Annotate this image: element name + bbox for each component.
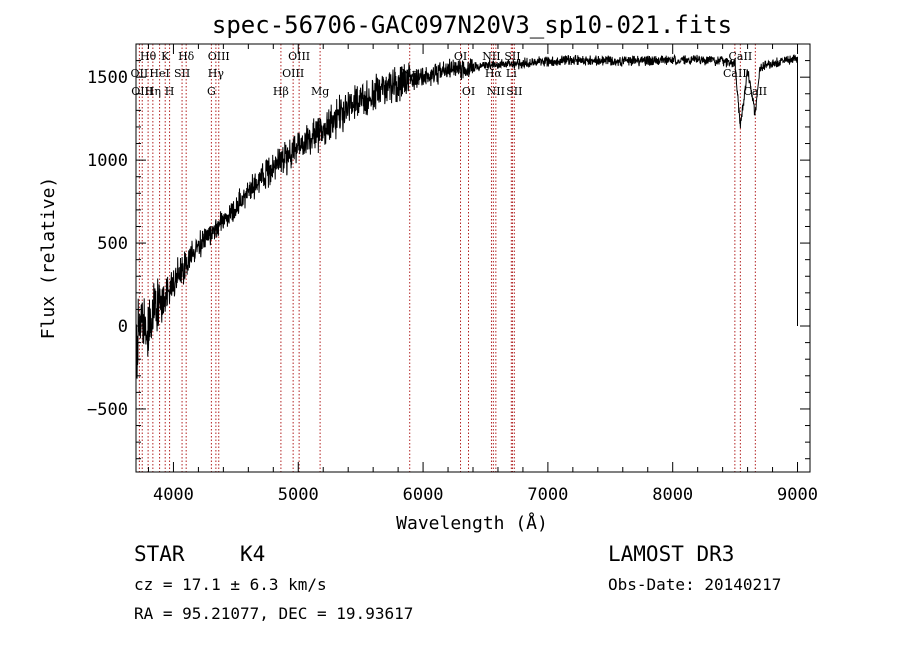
object-class: STAR (134, 542, 185, 566)
x-tick-label: 6000 (403, 485, 444, 505)
y-axis-label: Flux (relative) (38, 177, 59, 340)
y-tick-label: 500 (97, 234, 128, 254)
y-tick-label: 0 (118, 317, 128, 337)
line-labels-layer: OII OIII Hθ Hη HeI K H SII Hδ G Hγ OIII Hβ OIII OIII Mg… (131, 50, 768, 98)
x-axis-label: Wavelength (Å) (396, 512, 548, 534)
spectral-line-label: SII (506, 85, 522, 98)
redshift-velocity: cz = 17.1 ± 6.3 km/s (134, 575, 327, 594)
spectral-line-label: OI (462, 85, 475, 98)
spectral-line-label: OI (454, 50, 467, 63)
spectral-line-label: CaII (743, 85, 767, 98)
spectrum-layer (135, 53, 798, 379)
y-tick-label: 1500 (87, 68, 128, 88)
spectral-line-label: Hβ (273, 85, 289, 98)
spectral-line-label: NII (482, 50, 500, 63)
spectral-line-label: Hδ (178, 50, 195, 63)
survey-name: LAMOST DR3 (608, 542, 734, 566)
spectral-line-label: SII (174, 67, 190, 80)
y-tick-label: −500 (87, 400, 128, 420)
plot-frame (135, 43, 811, 473)
spectral-line-label: OII (131, 67, 149, 80)
spectral-line-label: OIII (282, 67, 304, 80)
chart-title: spec-56706-GAC097N20V3_sp10-021.fits (212, 11, 732, 39)
y-tick-label: 1000 (87, 151, 128, 171)
spectral-line-label: OIII (208, 50, 230, 63)
y-axis-ticks: −500 0 500 1000 1500 (87, 60, 810, 460)
spectrum-trace (135, 53, 798, 379)
x-tick-label: 9000 (777, 485, 818, 505)
spectral-line-label: Hγ (208, 67, 225, 80)
spectral-line-label: K (161, 50, 170, 63)
spectral-line-label: CaII (723, 67, 747, 80)
spectral-line-label: G (207, 85, 216, 98)
x-tick-label: 5000 (278, 485, 319, 505)
spectral-line-label: Mg (311, 85, 329, 98)
spectral-line-label: OIII (131, 85, 153, 98)
spectral-line-label: NII (487, 85, 505, 98)
x-tick-label: 7000 (527, 485, 568, 505)
x-tick-label: 4000 (153, 485, 194, 505)
observation-date: Obs-Date: 20140217 (608, 575, 781, 594)
x-tick-label: 8000 (652, 485, 693, 505)
spectral-line-label: CaII (729, 50, 753, 63)
spectral-line-label: Li (506, 67, 517, 80)
spectral-line-label: Hη (145, 85, 161, 98)
coordinates: RA = 95.21077, DEC = 19.93617 (134, 604, 413, 623)
x-axis-ticks: 4000 5000 6000 7000 8000 9000 (147, 44, 818, 505)
spectral-line-label: Hθ (140, 50, 157, 63)
object-subclass: K4 (240, 542, 265, 566)
spectral-line-label: H (165, 85, 175, 98)
spectral-line-label: HeI (149, 67, 169, 80)
emission-lines-layer (138, 44, 756, 472)
spectral-line-label: Hα (485, 67, 503, 80)
spectral-line-label: OIII (288, 50, 310, 63)
